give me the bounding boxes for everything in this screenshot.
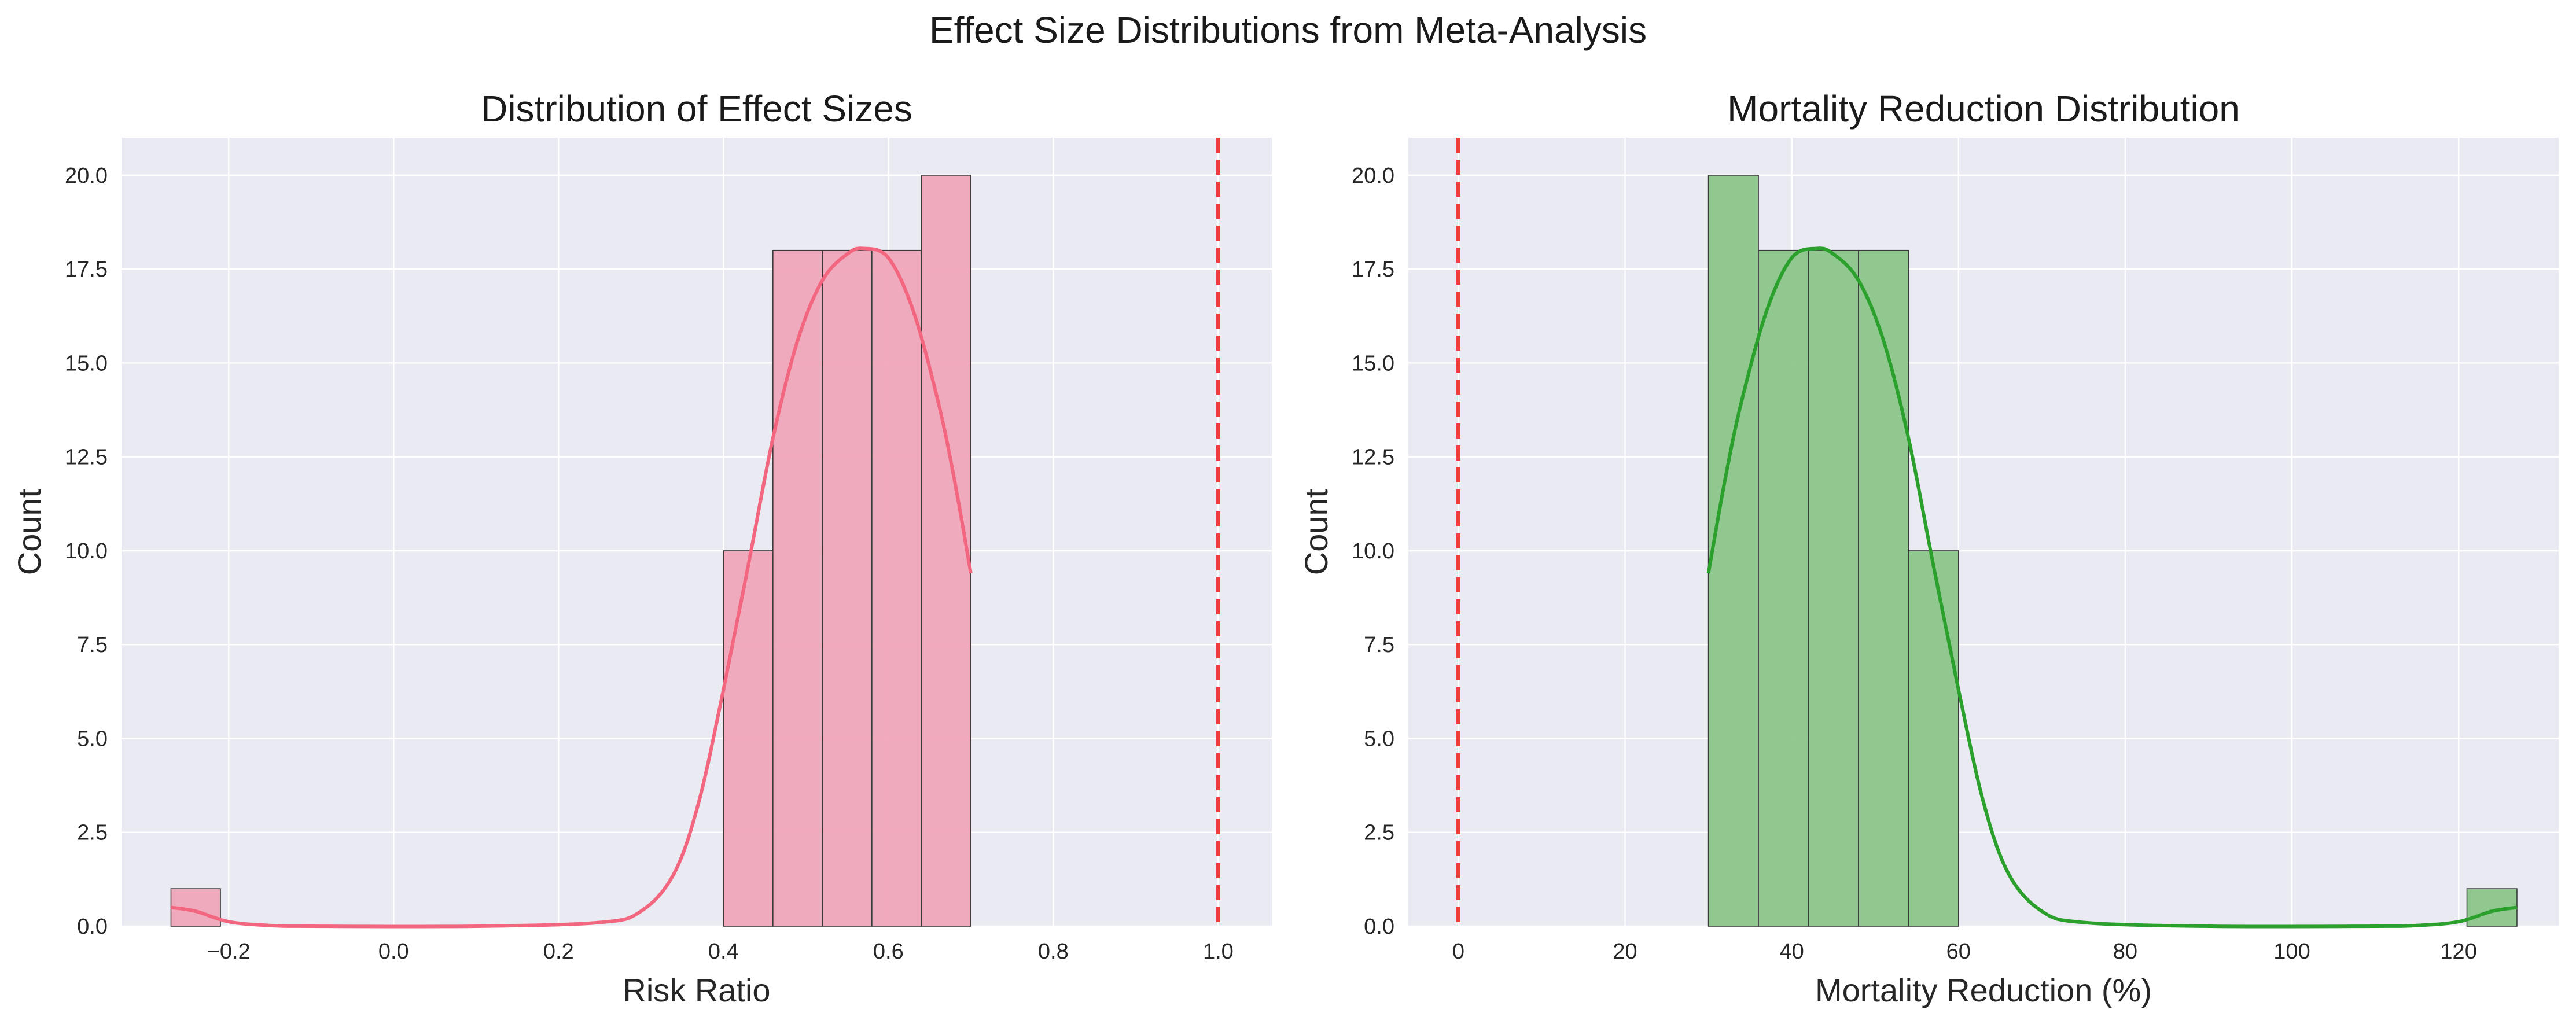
histogram-bar	[1908, 550, 1959, 927]
y-tick-label: 0.0	[77, 915, 108, 939]
x-tick-label: 120	[2440, 940, 2476, 964]
panel-title: Mortality Reduction Distribution	[1727, 88, 2240, 130]
y-tick-label: 12.5	[65, 445, 108, 470]
histogram-panel-mortality-reduction: 0 20 40 60 80 100 120 0.0 2.5 5.0 7.5 10.0 12.5 15.0 1…	[1298, 88, 2559, 1008]
y-tick-label: 17.5	[65, 257, 108, 282]
y-tick-label: 20.0	[1352, 164, 1394, 188]
x-axis-title: Mortality Reduction (%)	[1815, 972, 2152, 1008]
y-tick-label: 15.0	[65, 351, 108, 375]
x-tick-label: 0	[1452, 940, 1464, 964]
x-tick-label: 100	[2273, 940, 2310, 964]
histogram-bar	[2466, 888, 2518, 927]
x-tick-label: −0.2	[207, 940, 251, 964]
kde-curve	[171, 246, 973, 929]
histogram-bar	[822, 249, 873, 927]
y-tick-label: 5.0	[77, 727, 108, 751]
histogram-bar	[1858, 249, 1909, 927]
y-tick-label: 2.5	[1364, 821, 1394, 845]
x-tick-label: 0.0	[378, 940, 409, 964]
histogram-bar	[1808, 249, 1859, 927]
y-tick-label: 17.5	[1352, 257, 1394, 282]
panel-title: Distribution of Effect Sizes	[481, 88, 912, 130]
kde-curve	[1706, 246, 2518, 929]
x-tick-label: 0.4	[708, 940, 739, 964]
figure-suptitle: Effect Size Distributions from Meta-Anal…	[929, 9, 1647, 51]
y-axis-title: Count	[1298, 488, 1334, 575]
x-tick-label: 60	[1946, 940, 1971, 964]
y-tick-label: 7.5	[77, 633, 108, 657]
y-tick-label: 7.5	[1364, 633, 1394, 657]
histogram-bar	[921, 175, 971, 927]
x-tick-label: 20	[1613, 940, 1637, 964]
x-tick-label: 0.2	[543, 940, 574, 964]
y-tick-label: 15.0	[1352, 351, 1394, 375]
x-tick-label: 0.6	[873, 940, 904, 964]
y-tick-label: 2.5	[77, 821, 108, 845]
histogram-bar	[1758, 249, 1809, 927]
x-tick-label: 40	[1780, 940, 1804, 964]
y-tick-label: 12.5	[1352, 445, 1394, 470]
y-tick-label: 5.0	[1364, 727, 1394, 751]
x-tick-label: 80	[2113, 940, 2137, 964]
histogram-bar	[723, 550, 774, 927]
y-tick-label: 20.0	[65, 164, 108, 188]
x-axis-title: Risk Ratio	[623, 972, 770, 1008]
histogram-bar	[772, 249, 823, 927]
histogram-bar	[871, 249, 922, 927]
y-axis-title: Count	[11, 488, 47, 575]
y-tick-label: 0.0	[1364, 915, 1394, 939]
y-tick-label: 10.0	[65, 539, 108, 563]
histogram-bar	[1707, 175, 1759, 927]
x-tick-label: 1.0	[1203, 940, 1234, 964]
histogram-panel-risk-ratio: −0.2 0.0 0.2 0.4 0.6 0.8 1.0 0.0 2.5 5.0 7.5 10.0 12…	[11, 88, 1272, 1008]
y-tick-label: 10.0	[1352, 539, 1394, 563]
x-tick-label: 0.8	[1038, 940, 1069, 964]
